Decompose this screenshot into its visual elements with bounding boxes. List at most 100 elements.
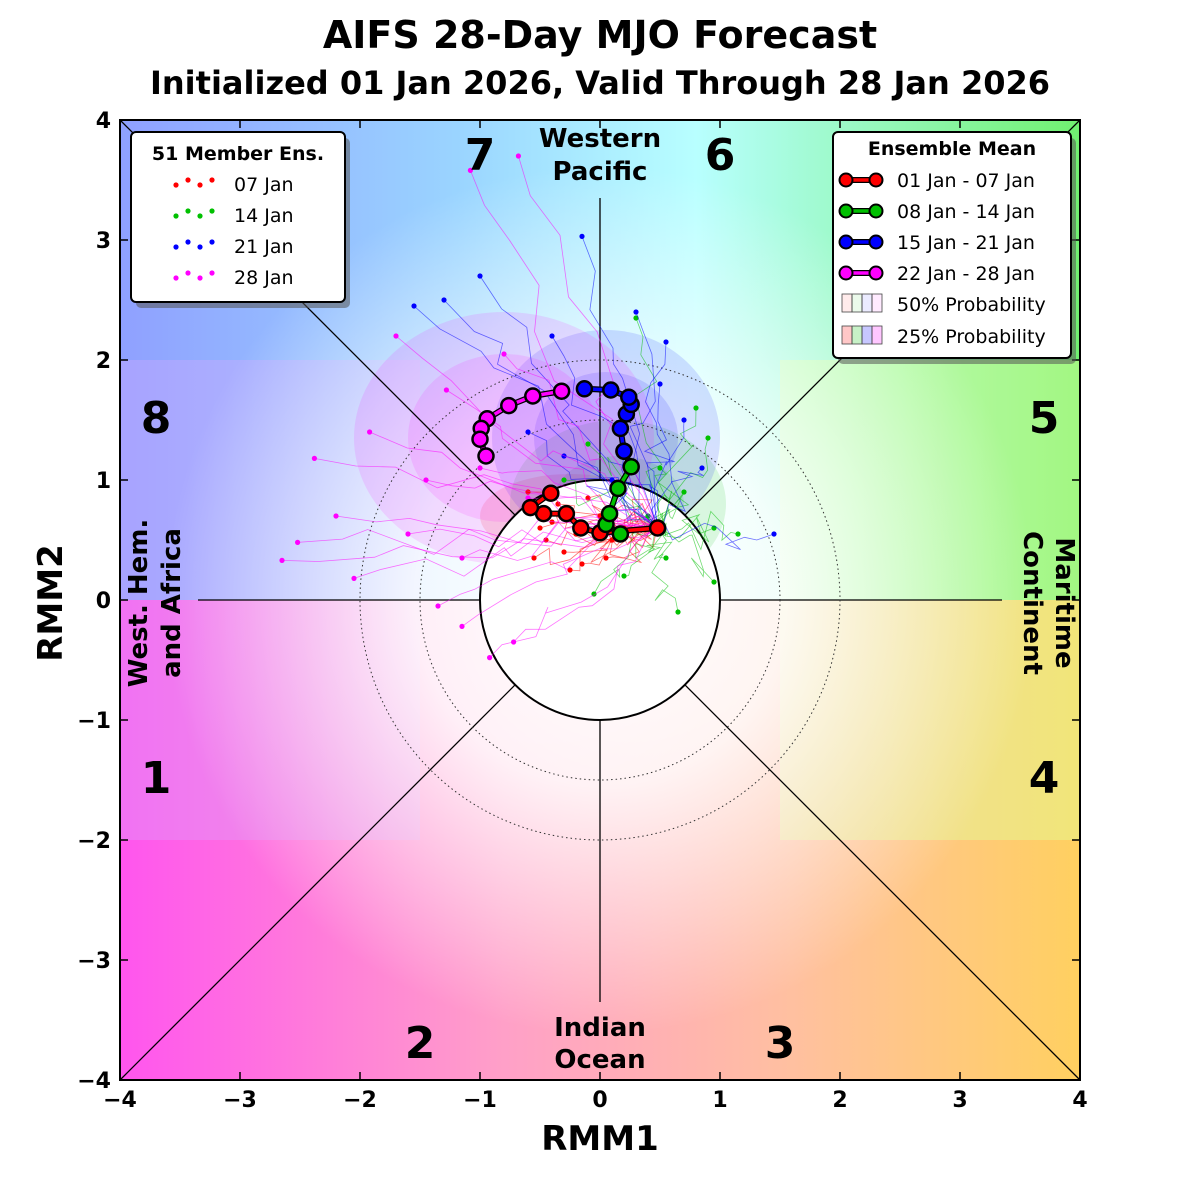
ensemble-legend-title: 51 Member Ens. [152,143,324,165]
y-tick-label-5: 1 [96,469,111,494]
mean-point-4-7 [477,447,495,465]
mean-legend-label-2: 08 Jan - 14 Jan [897,201,1035,223]
x-axis-label: RMM1 [541,1119,659,1159]
prob25-swatch-1 [841,325,853,345]
mean-legend-marker-a-2 [838,203,854,219]
ensemble-endpoint-3-1 [411,303,417,309]
mean-point-4-1 [552,382,571,400]
ensemble-legend: 51 Member Ens. 07 Jan 14 Jan 21 Jan 28 Jan [130,131,350,308]
ensemble-track-4-19 [503,353,658,529]
y-axis-label: RMM2 [31,544,71,662]
ensemble-endpoint-1-11 [531,555,537,561]
ensemble-legend-dot-4-1 [173,275,179,281]
ensemble-track-3-13 [645,341,673,529]
ensemble-endpoint-4-14 [443,387,449,393]
phase-label-7: 7 [465,130,496,181]
ensemble-legend-dot-4-4 [209,270,215,276]
prob50-swatch-2 [851,293,863,313]
mean-point-3-5 [620,388,638,406]
ensemble-legend-dot-1-4 [209,177,215,183]
ensemble-legend-label-3: 21 Jan [234,236,294,258]
ensemble-legend-dot-1-2 [185,177,191,183]
ensemble-endpoint-4-13 [423,477,429,483]
diagonal-se [684,684,1081,1081]
prob50-swatch-1 [841,293,853,313]
ensemble-endpoint-1-3 [579,561,585,567]
mean-point-1-1 [648,519,667,537]
ensemble-endpoint-2-8 [633,315,639,321]
ensemble-track-4-1 [470,170,658,529]
diagonal-sw [119,684,516,1081]
ensemble-endpoint-3-4 [579,233,585,239]
ensemble-track-3-12 [527,431,658,529]
ensemble-endpoint-2-15 [663,555,669,561]
ensemble-legend-dot-2-2 [185,208,191,214]
y-tick-label-2: −2 [77,829,111,854]
mean-point-4-2 [524,387,542,405]
ensemble-legend-dot-3-2 [185,239,191,245]
ensemble-track-2-4 [657,527,715,583]
ensemble-endpoint-4-7 [459,555,465,561]
ensemble-track-1-12 [569,527,658,572]
x-tick-label-8: 4 [1072,1088,1087,1113]
ensemble-track-4-11 [513,527,658,643]
prob50-label: 50% Probability [897,294,1046,316]
ensemble-legend-dot-3-4 [209,239,215,245]
mean-legend-marker-b-1 [868,172,884,188]
ensemble-endpoint-4-8 [435,603,441,609]
mean-point-2-3 [600,504,619,523]
ensemble-legend-dot-4-2 [185,270,191,276]
chart-subtitle: Initialized 01 Jan 2026, Valid Through 2… [150,64,1050,102]
ensemble-endpoint-4-4 [295,539,301,546]
ensemble-endpoint-4-1 [467,167,473,173]
prob25-swatch-4 [871,325,883,345]
ensemble-legend-entry-4: 28 Jan [173,267,294,289]
ensemble-legend-dot-2-1 [173,213,179,219]
ensemble-track-4-5 [314,458,658,529]
ensemble-legend-dot-3-1 [173,244,179,250]
mean-legend-entry-4: 22 Jan - 28 Jan [838,263,1035,285]
mean-legend-marker-a-1 [838,172,854,188]
ensemble-track-3-5 [629,311,658,529]
ensemble-endpoint-3-6 [681,417,687,423]
ensemble-legend-label-2: 14 Jan [234,205,294,227]
phase-label-1: 1 [141,753,172,804]
ensemble-endpoint-4-15 [477,465,483,471]
ensemble-track-3-7 [657,467,704,529]
ensemble-endpoint-3-13 [663,339,669,345]
mean-point-2-4 [609,479,627,498]
prob25-swatch-3 [861,325,873,345]
mean-point-1-4 [557,504,576,523]
ensemble-endpoint-3-15 [549,333,555,339]
ensemble-legend-dot-3-3 [197,244,203,250]
ensemble-endpoint-2-13 [693,405,699,411]
y-tick-label-7: 3 [96,229,111,254]
mean-point-1-7 [542,484,560,502]
region-maritime-line1: Maritime [1049,537,1079,668]
x-tick-label-7: 3 [952,1088,967,1113]
ensemble-endpoint-4-20 [393,333,399,339]
ensemble-endpoint-4-17 [333,513,339,519]
x-tick-label-1: −3 [223,1088,257,1113]
phase-label-4: 4 [1029,753,1060,804]
ensemble-track-4-10 [489,527,658,658]
mean-point-4-6 [471,430,489,448]
ensemble-endpoint-2-9 [561,477,567,483]
y-tick-label-1: −3 [77,949,111,974]
ensemble-endpoint-4-19 [501,351,507,357]
prob50-swatch-3 [861,293,873,313]
prob25-swatch-2 [851,325,863,345]
mean-legend-marker-a-3 [838,234,854,250]
ensemble-endpoint-2-5 [675,609,681,615]
ensemble-track-3-10 [643,383,675,529]
phase-label-8: 8 [141,393,172,444]
ensemble-legend-dot-1-3 [197,182,203,188]
phase-label-6: 6 [705,130,736,181]
mean-legend-marker-b-3 [868,234,884,250]
mean-point-4-3 [500,396,518,415]
ensemble-endpoint-4-6 [351,575,357,582]
chart-title: AIFS 28-Day MJO Forecast [323,13,877,57]
ensemble-endpoint-1-5 [537,525,543,531]
y-tick-label-4: 0 [96,589,111,614]
